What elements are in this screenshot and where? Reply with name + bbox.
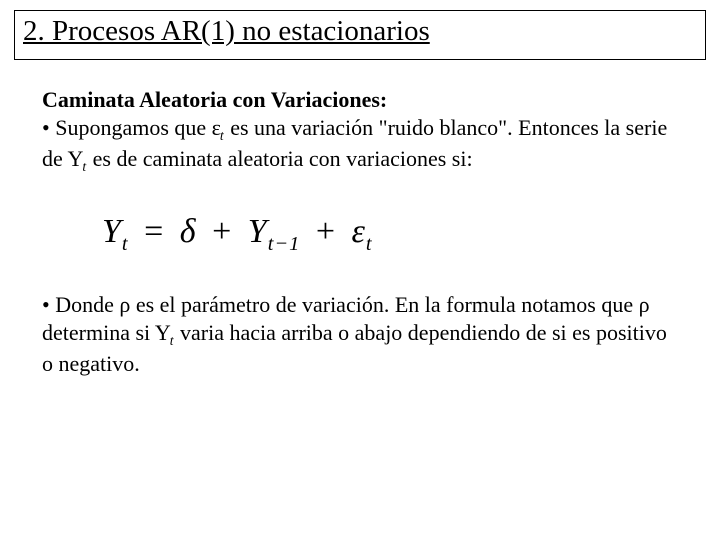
p1-text-a: • Supongamos que ε	[42, 115, 221, 140]
paragraph-1: • Supongamos que εt es una variación "ru…	[42, 114, 678, 176]
formula-term3-sub: t	[366, 232, 373, 254]
title-box: 2. Procesos AR(1) no estacionarios	[14, 10, 706, 60]
formula-term3-var: ε	[352, 213, 366, 250]
formula-term1: δ	[180, 213, 197, 250]
formula-lhs-sub: t	[122, 232, 129, 254]
formula-eq: =	[138, 213, 170, 250]
formula-plus2: +	[310, 213, 342, 250]
slide-container: 2. Procesos AR(1) no estacionarios Camin…	[0, 0, 720, 540]
p1-sub-b: t	[82, 159, 86, 174]
formula-lhs-var: Y	[102, 213, 122, 250]
subheading: Caminata Aleatoria con Variaciones:	[42, 87, 387, 112]
formula: Yt = δ + Yt−1 + εt	[102, 213, 373, 250]
p2-sub-a: t	[170, 333, 174, 348]
slide-body: Caminata Aleatoria con Variaciones: • Su…	[14, 86, 706, 378]
p1-text-c: es de caminata aleatoria con variaciones…	[87, 146, 472, 171]
formula-term2-var: Y	[248, 213, 268, 250]
formula-plus1: +	[206, 213, 238, 250]
formula-block: Yt = δ + Yt−1 + εt	[42, 176, 678, 291]
paragraph-2: • Donde ρ es el parámetro de variación. …	[42, 291, 678, 378]
subheading-line: Caminata Aleatoria con Variaciones:	[42, 86, 678, 114]
formula-term2-sub: t−1	[268, 232, 301, 254]
p1-sub-a: t	[220, 128, 224, 143]
slide-title: 2. Procesos AR(1) no estacionarios	[23, 15, 430, 47]
